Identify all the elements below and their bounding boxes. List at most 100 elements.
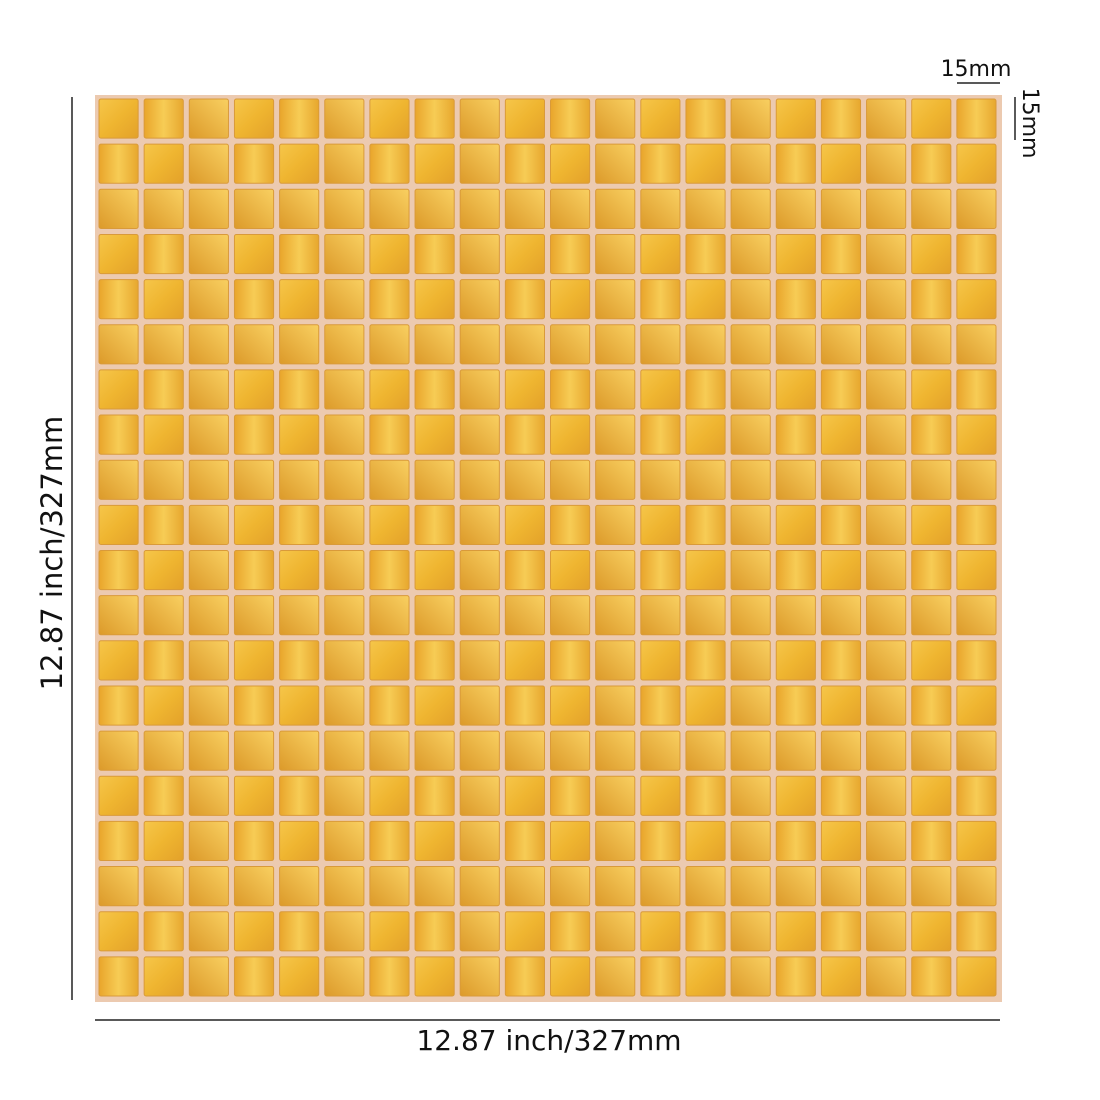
- tile: [595, 414, 636, 455]
- tile: [640, 550, 681, 591]
- tile: [188, 956, 229, 997]
- tile: [414, 775, 455, 816]
- tile: [775, 775, 816, 816]
- tile: [414, 956, 455, 997]
- tile: [233, 595, 275, 636]
- tile: [98, 279, 139, 320]
- tile: [775, 550, 816, 591]
- tile: [775, 685, 816, 726]
- tile: [414, 369, 455, 410]
- tile: [911, 98, 952, 139]
- tile: [233, 730, 275, 771]
- tile: [98, 324, 139, 365]
- tile: [369, 98, 410, 139]
- tile: [550, 911, 591, 952]
- tile: [640, 911, 681, 952]
- tile: [685, 956, 726, 997]
- tile: [640, 369, 681, 410]
- tile: [640, 188, 681, 229]
- tile: [369, 188, 410, 229]
- tile: [504, 820, 546, 862]
- tile: [956, 98, 997, 139]
- tile: [143, 188, 184, 229]
- tile: [820, 820, 862, 862]
- tile: [459, 188, 500, 229]
- tile: [550, 504, 591, 546]
- tile: [685, 414, 726, 455]
- tile: [550, 369, 591, 410]
- tile: [640, 504, 681, 546]
- tile: [595, 820, 636, 862]
- tile: [279, 956, 320, 997]
- tile: [820, 911, 862, 952]
- tile: [866, 369, 907, 410]
- tile: [324, 956, 365, 997]
- tile: [459, 640, 500, 681]
- tile: [98, 188, 139, 229]
- tile: [911, 640, 952, 681]
- tile: [820, 550, 862, 591]
- tile: [143, 369, 184, 410]
- tile: [730, 775, 771, 816]
- tile: [504, 911, 546, 952]
- tile: [820, 279, 862, 320]
- tile: [369, 369, 410, 410]
- tile: [640, 730, 681, 771]
- tile: [550, 775, 591, 816]
- tile: [550, 324, 591, 365]
- tile: [504, 550, 546, 591]
- tile: [550, 685, 591, 726]
- tile: [956, 233, 997, 275]
- tile: [504, 595, 546, 636]
- tile: [730, 866, 771, 907]
- tile: [504, 98, 546, 139]
- tile: [279, 324, 320, 365]
- tile: [414, 98, 455, 139]
- tile: [98, 504, 139, 546]
- tile: [685, 188, 726, 229]
- tile: [279, 595, 320, 636]
- tile: [956, 550, 997, 591]
- tile: [911, 911, 952, 952]
- tile: [504, 414, 546, 455]
- tile: [143, 143, 184, 184]
- tile: [820, 595, 862, 636]
- tile: [504, 324, 546, 365]
- tile: [324, 595, 365, 636]
- tile: [98, 820, 139, 862]
- tile: [98, 233, 139, 275]
- sheet-height-label: 12.87 inch/327mm: [35, 416, 69, 691]
- tile: [98, 640, 139, 681]
- tile: [820, 188, 862, 229]
- tile: [866, 324, 907, 365]
- tile: [414, 640, 455, 681]
- tile: [459, 595, 500, 636]
- tile: [98, 143, 139, 184]
- tile: [775, 956, 816, 997]
- tile: [279, 685, 320, 726]
- tile: [143, 550, 184, 591]
- tile: [595, 550, 636, 591]
- tile: [730, 730, 771, 771]
- tile: [143, 98, 184, 139]
- tile: [911, 595, 952, 636]
- tile: [459, 98, 500, 139]
- tile: [324, 911, 365, 952]
- tile: [504, 459, 546, 500]
- tile: [820, 730, 862, 771]
- tile: [550, 279, 591, 320]
- tile: [414, 866, 455, 907]
- tile: [685, 279, 726, 320]
- tile: [98, 775, 139, 816]
- tile: [911, 233, 952, 275]
- tile: [414, 233, 455, 275]
- tile: [459, 911, 500, 952]
- tile: [866, 956, 907, 997]
- tile: [820, 956, 862, 997]
- tile: [685, 550, 726, 591]
- tile: [188, 640, 229, 681]
- tile: [324, 98, 365, 139]
- tile: [640, 233, 681, 275]
- tile: [504, 369, 546, 410]
- tile: [866, 188, 907, 229]
